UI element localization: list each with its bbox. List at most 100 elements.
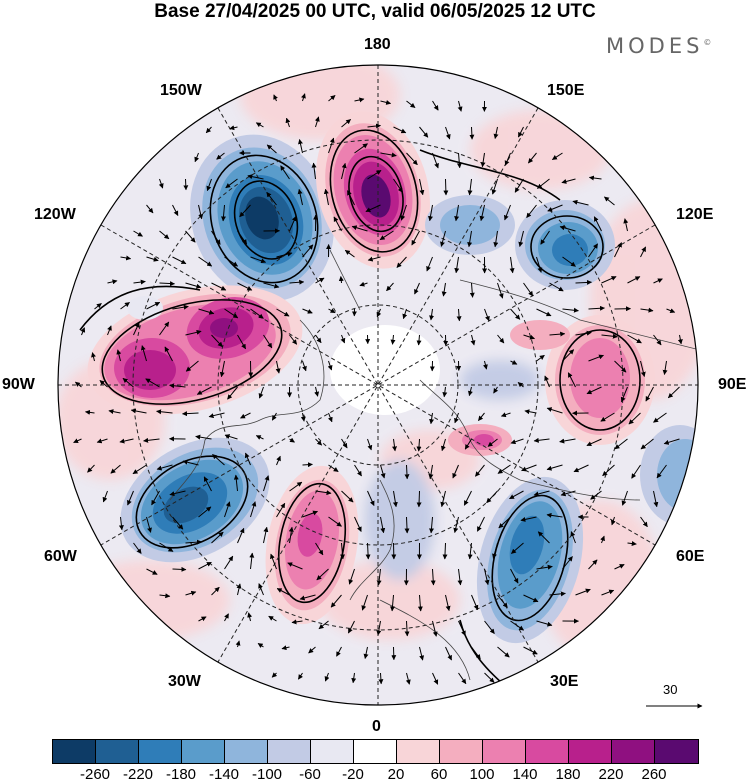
wind-vector-arrow xyxy=(289,334,298,345)
wind-vector-arrow xyxy=(504,152,511,166)
wind-vector-arrow xyxy=(327,360,333,371)
wind-vector-arrow xyxy=(417,594,423,612)
wind-vector-arrow xyxy=(640,438,654,450)
wind-vector-arrow xyxy=(263,282,280,289)
wind-vector-arrow xyxy=(497,334,505,344)
wind-vector-arrow xyxy=(640,516,648,528)
wind-vector-arrow xyxy=(406,100,416,108)
wind-vector-arrow xyxy=(263,526,269,544)
wind-vector-arrow xyxy=(198,204,204,220)
wind-vector-arrow xyxy=(94,303,102,310)
wind-vector-arrow xyxy=(458,672,467,685)
wind-vector-arrow xyxy=(159,542,174,552)
wind-vector-arrow xyxy=(133,230,143,237)
wind-vector-arrow xyxy=(359,281,368,287)
colorbar-tick-label: -60 xyxy=(299,766,321,783)
wind-vector-arrow xyxy=(528,152,537,164)
wind-vector-arrow xyxy=(110,464,121,474)
wind-vector-arrow xyxy=(653,334,662,346)
wind-vector-arrow xyxy=(367,123,381,129)
wind-vector-arrow xyxy=(365,542,371,560)
wind-vector-arrow xyxy=(537,178,550,189)
wind-vector-arrow xyxy=(315,542,324,556)
wind-vector-arrow xyxy=(145,378,160,388)
wind-vector-arrow xyxy=(146,204,154,214)
lon-label-30w: 30W xyxy=(168,673,201,690)
wind-vector-arrow xyxy=(224,434,238,440)
wind-vector-arrow xyxy=(497,594,508,608)
wind-vector-arrow xyxy=(194,152,200,163)
wind-vector-arrow xyxy=(602,464,615,477)
colorbar-swatch xyxy=(397,740,440,763)
wind-vector-arrow xyxy=(467,178,473,196)
wind-vector-arrow xyxy=(524,409,537,415)
wind-vector-arrow xyxy=(119,438,134,444)
wind-vector-arrow xyxy=(663,438,680,445)
wind-vector-arrow xyxy=(239,204,251,218)
wind-vector-arrow xyxy=(601,333,618,339)
colorbar-swatch xyxy=(655,740,698,763)
wind-vector-arrow xyxy=(367,438,373,451)
wind-vector-arrow xyxy=(627,541,637,547)
wind-vector-arrow xyxy=(224,308,239,319)
wind-vector-arrow xyxy=(559,438,576,444)
wind-vector-arrow xyxy=(440,438,446,452)
wind-vector-arrow xyxy=(280,165,290,180)
wind-vector-arrow xyxy=(73,438,82,444)
wind-vector-arrow xyxy=(453,516,459,533)
wind-vector-arrow xyxy=(299,594,316,601)
wind-vector-arrow xyxy=(376,620,382,636)
wind-vector-arrow xyxy=(497,646,510,658)
wind-vector-arrow xyxy=(457,100,463,112)
wind-vector-arrow xyxy=(257,642,264,648)
wind-vector-arrow xyxy=(588,305,605,311)
wind-vector-arrow xyxy=(457,568,463,586)
wind-vector-arrow xyxy=(348,568,355,585)
wind-vector-arrow xyxy=(146,568,158,575)
wind-vector-arrow xyxy=(484,568,490,586)
colorbar-tick-label: 20 xyxy=(387,766,405,783)
modes-logo: MODES© xyxy=(606,34,712,58)
wind-vector-arrow xyxy=(536,256,543,273)
wind-vector-arrow xyxy=(133,542,142,554)
wind-vector-arrow xyxy=(393,126,407,134)
colorbar-swatch xyxy=(268,740,311,763)
wind-vector-arrow xyxy=(365,204,381,213)
wind-vector-arrow xyxy=(216,152,225,160)
wind-vector-arrow xyxy=(376,308,382,318)
wind-vector-arrow xyxy=(442,386,448,398)
wind-vector-arrow xyxy=(211,282,227,291)
wind-vector-arrow xyxy=(237,527,245,544)
wind-vector-arrow xyxy=(463,490,472,506)
wind-vector-arrow xyxy=(390,594,395,612)
wind-vector-arrow xyxy=(497,464,511,474)
wind-vector-arrow xyxy=(250,308,264,319)
wind-vector-arrow xyxy=(211,531,224,544)
wind-vector-arrow xyxy=(367,256,381,262)
wind-vector-arrow xyxy=(445,126,451,140)
wind-vector-arrow xyxy=(120,255,132,261)
wind-vector-arrow xyxy=(533,490,550,497)
wind-vector-arrow xyxy=(281,645,290,651)
wind-vector-arrow xyxy=(432,100,439,111)
wind-vector-arrow xyxy=(185,590,197,596)
wind-vector-arrow xyxy=(315,490,332,496)
colorbar-swatch xyxy=(139,740,182,763)
wind-vector-arrow xyxy=(107,279,118,285)
wind-vector-arrow xyxy=(347,190,355,206)
wind-vector-arrow xyxy=(159,593,171,599)
wind-vector-arrow xyxy=(440,490,446,508)
wind-vector-arrow xyxy=(493,230,499,248)
wind-vector-arrow xyxy=(653,490,659,508)
wind-vector-arrow xyxy=(318,620,329,630)
wind-vector-arrow xyxy=(237,230,248,245)
wind-vector-arrow xyxy=(354,516,362,532)
wind-vector-arrow xyxy=(143,437,160,443)
wind-vector-arrow xyxy=(590,490,602,500)
wind-vector-arrow xyxy=(376,568,382,586)
wind-vector-arrow xyxy=(517,126,524,138)
wind-vector-arrow xyxy=(562,349,575,362)
wind-vector-arrow xyxy=(510,438,524,445)
wind-vector-arrow xyxy=(156,409,173,415)
lon-label-120w: 120W xyxy=(34,206,76,223)
